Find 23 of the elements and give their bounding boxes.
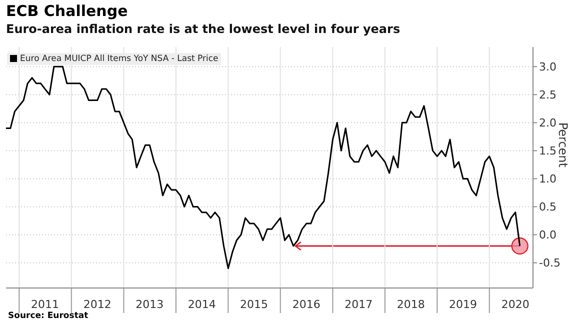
chart-title: ECB Challenge <box>6 2 128 20</box>
x-tick-label: 2012 <box>83 298 112 311</box>
x-tick-label: 2019 <box>449 298 478 311</box>
y-tick-label: 1.0 <box>539 172 556 186</box>
x-tick-label: 2014 <box>188 298 216 311</box>
y-tick-label: 0.0 <box>539 228 556 242</box>
y-tick-label: 3.0 <box>539 60 556 74</box>
x-tick-label: 2018 <box>396 298 425 311</box>
x-tick-label: 2011 <box>31 298 60 311</box>
y-tick-label: 1.5 <box>539 144 556 158</box>
chart-subtitle: Euro-area inflation rate is at the lowest level in four years <box>6 22 400 36</box>
y-axis-title: Percent <box>556 122 570 168</box>
x-tick-label: 2017 <box>344 298 373 311</box>
y-tick-label: 2.5 <box>539 88 556 102</box>
y-tick-label: -0.5 <box>539 256 560 270</box>
x-tick-label: 2015 <box>240 298 268 311</box>
y-tick-label: 0.5 <box>539 200 556 214</box>
source-note: Source: Eurostat <box>8 311 88 321</box>
x-tick-label: 2020 <box>501 298 530 311</box>
x-tick-label: 2013 <box>136 298 164 311</box>
legend-label: Euro Area MUICP All Items YoY NSA - Last Price <box>10 54 218 64</box>
y-tick-label: 2.0 <box>539 116 556 130</box>
x-tick-label: 2016 <box>292 298 320 311</box>
